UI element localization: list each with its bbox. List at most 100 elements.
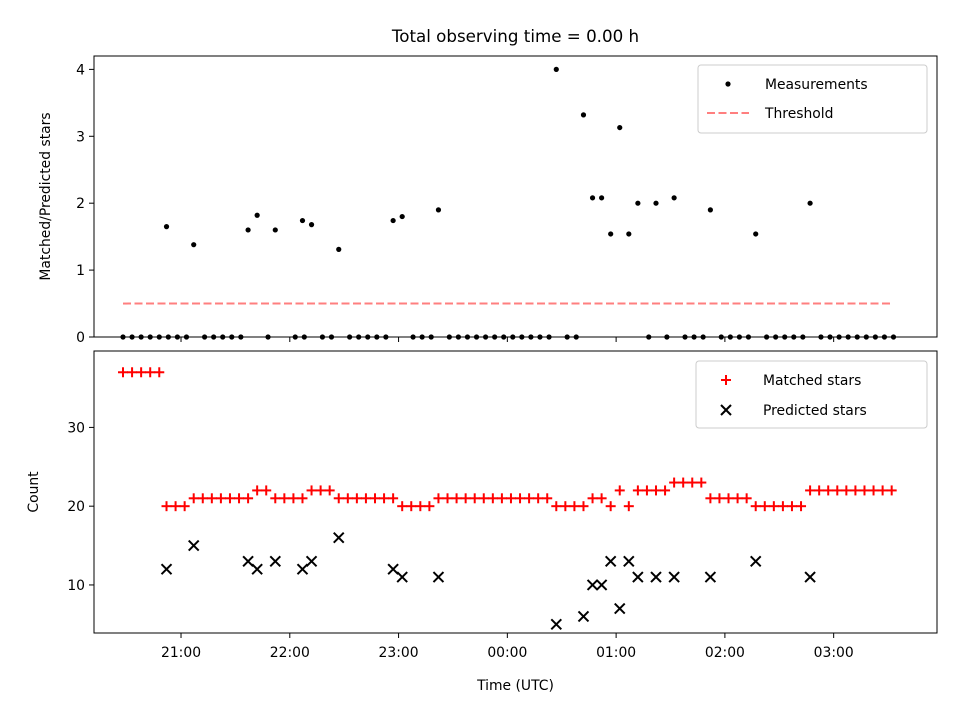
matched-star-marker xyxy=(768,501,779,512)
measurement-point xyxy=(308,222,315,228)
matched-star-marker xyxy=(406,501,417,512)
matched-star-marker xyxy=(524,493,535,504)
matched-star-marker xyxy=(859,485,870,496)
measurement-point xyxy=(807,200,813,206)
matched-star-marker xyxy=(270,493,281,504)
matched-star-marker xyxy=(542,493,553,504)
top-axes-frame xyxy=(93,55,938,338)
predicted-star-marker xyxy=(804,571,816,583)
x-axis-label: Time (UTC) xyxy=(476,678,554,694)
matched-star-marker xyxy=(397,501,408,512)
predicted-star-marker xyxy=(333,531,345,544)
predicted-star-marker xyxy=(305,555,318,568)
matched-star-marker xyxy=(161,501,172,512)
legend-measurements-marker xyxy=(725,81,731,87)
matched-star-marker xyxy=(342,493,353,504)
bottom-y-tick-label: 20 xyxy=(67,499,85,515)
matched-star-marker xyxy=(197,493,208,504)
matched-star-marker xyxy=(705,493,716,504)
matched-star-marker xyxy=(127,367,138,378)
legend-matched-marker xyxy=(721,375,731,385)
matched-star-marker xyxy=(560,501,571,512)
matched-star-marker xyxy=(723,493,734,504)
bottom-legend-box xyxy=(695,360,928,429)
matched-star-marker xyxy=(496,493,507,504)
measurement-point xyxy=(435,207,442,213)
matched-star-marker xyxy=(360,493,371,504)
legend-matched-label: Matched stars xyxy=(763,373,861,389)
bottom-y-tick-label: 10 xyxy=(67,578,85,594)
measurement-point xyxy=(671,195,677,201)
matched-star-marker xyxy=(868,485,879,496)
matched-star-marker xyxy=(696,477,707,488)
measurement-point xyxy=(399,213,405,220)
matched-star-marker xyxy=(442,493,453,504)
predicted-star-marker xyxy=(704,571,717,583)
matched-star-marker xyxy=(814,485,825,496)
matched-star-marker xyxy=(136,367,147,378)
matched-star-marker xyxy=(188,493,199,504)
matched-star-marker xyxy=(805,485,816,496)
x-tick-label: 01:00 xyxy=(596,645,636,661)
predicted-star-marker xyxy=(604,555,617,568)
matched-star-marker xyxy=(533,493,544,504)
measurement-point xyxy=(635,200,641,206)
matched-star-marker xyxy=(669,477,680,488)
measurement-point xyxy=(653,200,659,206)
matched-star-marker xyxy=(297,493,308,504)
matched-star-marker xyxy=(252,485,263,496)
legend-predicted-label: Predicted stars xyxy=(763,403,867,419)
matched-star-marker xyxy=(587,493,598,504)
matched-star-marker xyxy=(306,485,317,496)
top-y-tick-label: 4 xyxy=(76,62,85,78)
matched-star-marker xyxy=(288,493,299,504)
measurement-point xyxy=(617,124,623,131)
predicted-star-marker xyxy=(650,571,662,583)
matched-star-marker xyxy=(324,485,335,496)
predicted-star-marker xyxy=(550,618,562,631)
top-legend: Measurements Threshold xyxy=(697,64,928,134)
matched-star-marker xyxy=(823,485,834,496)
matched-star-marker xyxy=(515,493,526,504)
measurement-point xyxy=(272,227,278,233)
top-panel: 0 1 2 3 4 Matched/Predicted stars Measuremen… xyxy=(38,55,938,346)
matched-star-marker xyxy=(714,493,725,504)
matched-star-marker xyxy=(569,501,580,512)
matched-star-marker xyxy=(750,501,761,512)
predicted-star-marker xyxy=(632,571,644,583)
chart-title: Total observing time = 0.00 h xyxy=(391,26,639,46)
measurement-point xyxy=(580,112,587,118)
matched-star-marker xyxy=(614,485,625,496)
measurement-point xyxy=(599,195,605,201)
x-tick-label: 22:00 xyxy=(270,645,310,661)
x-tick-label: 23:00 xyxy=(379,645,419,661)
predicted-star-marker xyxy=(595,579,608,591)
matched-star-marker xyxy=(433,493,444,504)
matched-star-marker xyxy=(732,493,743,504)
matched-star-marker xyxy=(351,493,362,504)
predicted-star-marker xyxy=(614,602,626,615)
predicted-star-marker xyxy=(387,563,399,575)
measurement-point xyxy=(589,195,596,201)
matched-star-marker xyxy=(388,493,399,504)
matched-star-marker xyxy=(315,485,326,496)
x-tick-label: 21:00 xyxy=(161,645,201,661)
matched-star-marker xyxy=(623,501,634,512)
predicted-star-marker xyxy=(432,571,445,583)
legend-threshold-label: Threshold xyxy=(764,106,833,122)
matched-star-marker xyxy=(841,485,852,496)
matched-star-marker xyxy=(850,485,861,496)
predicted-star-marker xyxy=(188,539,200,552)
matched-star-marker xyxy=(234,493,245,504)
predicted-star-marker xyxy=(160,563,173,575)
matched-star-marker xyxy=(451,493,462,504)
legend-measurements-label: Measurements xyxy=(765,77,868,93)
measurement-point xyxy=(608,231,614,237)
matched-star-marker xyxy=(877,485,888,496)
matched-star-marker xyxy=(660,485,671,496)
matched-star-marker xyxy=(118,367,129,378)
x-tick-label: 02:00 xyxy=(705,645,745,661)
matched-star-marker xyxy=(179,501,190,512)
measurement-point xyxy=(245,227,251,233)
